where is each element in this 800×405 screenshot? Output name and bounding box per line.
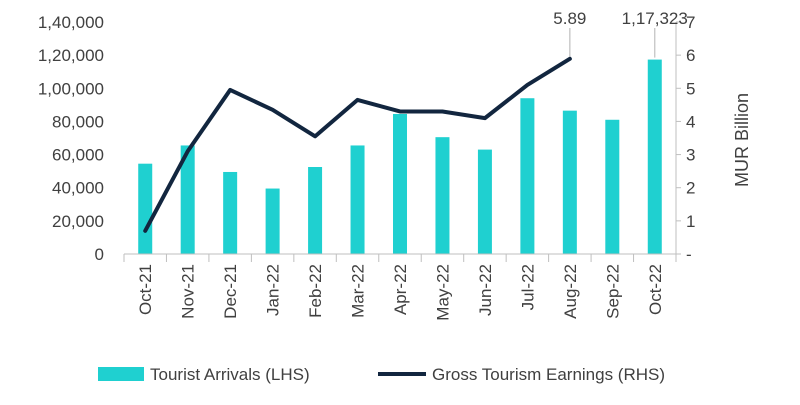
category-label-oct-22: Oct-22 [646, 264, 665, 315]
category-label-feb-22: Feb-22 [306, 264, 325, 318]
right-axis-title: MUR Billion [732, 93, 752, 187]
category-label-jan-22: Jan-22 [264, 264, 283, 316]
right-tick-label: - [686, 245, 692, 264]
category-label-oct-21: Oct-21 [136, 264, 155, 315]
left-tick-label: 40,000 [52, 179, 104, 198]
category-label-mar-22: Mar-22 [349, 264, 368, 318]
bar-oct-22 [648, 60, 662, 254]
category-label-jun-22: Jun-22 [476, 264, 495, 316]
left-tick-label: 80,000 [52, 112, 104, 131]
bar-jan-22 [266, 189, 280, 254]
bar-mar-22 [351, 145, 365, 254]
right-tick-label: 1 [686, 212, 695, 231]
bar-dec-21 [223, 172, 237, 254]
category-label-nov-21: Nov-21 [179, 264, 198, 319]
bar-may-22 [435, 137, 449, 254]
right-tick-label: 2 [686, 179, 695, 198]
legend-swatch-tourist-arrivals [98, 367, 144, 381]
legend: Tourist Arrivals (LHS) Gross Tourism Ear… [98, 365, 665, 384]
left-tick-label: 60,000 [52, 146, 104, 165]
left-tick-label: 0 [95, 245, 104, 264]
left-tick-label: 1,20,000 [38, 46, 104, 65]
category-label-sep-22: Sep-22 [603, 264, 622, 319]
right-tick-label: 3 [686, 146, 695, 165]
data-label-aug-22: 5.89 [553, 9, 586, 28]
left-tick-label: 1,00,000 [38, 79, 104, 98]
bar-aug-22 [563, 111, 577, 254]
category-label-aug-22: Aug-22 [561, 264, 580, 319]
bar-jun-22 [478, 150, 492, 254]
right-tick-label: 4 [686, 112, 695, 131]
bars-group [138, 60, 662, 254]
bar-feb-22 [308, 167, 322, 254]
legend-label-tourist-arrivals: Tourist Arrivals (LHS) [150, 365, 310, 384]
bar-jul-22 [520, 98, 534, 254]
left-tick-label: 1,40,000 [38, 13, 104, 32]
right-tick-label: 6 [686, 46, 695, 65]
bar-sep-22 [605, 120, 619, 254]
data-label-oct-22: 1,17,323 [622, 9, 688, 28]
labels-group: 0 20,000 40,000 60,000 80,000 1,00,000 1,20,00… [38, 9, 696, 321]
bar-apr-22 [393, 114, 407, 254]
category-label-may-22: May-22 [433, 264, 452, 321]
bar-oct-21 [138, 164, 152, 254]
category-label-dec-21: Dec-21 [221, 264, 240, 319]
left-tick-label: 20,000 [52, 212, 104, 231]
category-label-jul-22: Jul-22 [518, 264, 537, 310]
legend-label-gross-tourism-earnings: Gross Tourism Earnings (RHS) [432, 365, 665, 384]
category-label-apr-22: Apr-22 [391, 264, 410, 315]
right-tick-label: 5 [686, 79, 695, 98]
